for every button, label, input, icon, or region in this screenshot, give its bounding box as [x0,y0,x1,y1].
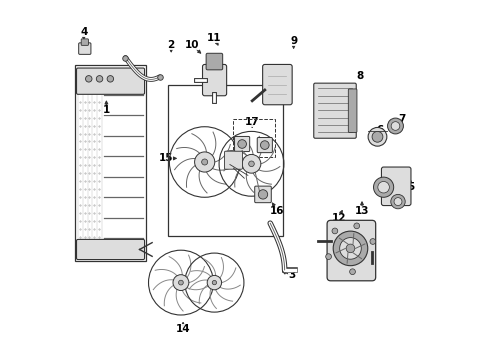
Text: 5: 5 [407,182,414,192]
Circle shape [195,152,215,172]
Circle shape [378,181,390,193]
Text: 1: 1 [103,105,110,115]
Circle shape [370,239,376,244]
FancyBboxPatch shape [76,239,145,260]
FancyBboxPatch shape [206,53,222,70]
FancyBboxPatch shape [257,138,272,153]
Bar [75,65,146,261]
FancyBboxPatch shape [202,64,227,96]
Text: 11: 11 [207,33,221,43]
Circle shape [391,122,400,130]
Text: 15: 15 [159,153,173,163]
Text: 14: 14 [176,324,191,334]
Circle shape [202,159,208,165]
Circle shape [354,223,360,229]
Text: 16: 16 [270,206,285,216]
Circle shape [238,140,246,148]
Circle shape [258,190,268,199]
FancyBboxPatch shape [327,220,376,281]
Text: 10: 10 [184,40,199,50]
Bar [233,119,275,157]
FancyBboxPatch shape [235,136,250,152]
Text: 6: 6 [376,125,384,135]
Text: 8: 8 [357,71,364,81]
FancyBboxPatch shape [381,167,411,206]
Circle shape [372,131,383,142]
FancyBboxPatch shape [263,64,292,105]
Circle shape [212,280,217,285]
Circle shape [97,76,103,82]
Text: 13: 13 [355,206,369,216]
Circle shape [394,198,402,206]
Circle shape [207,275,221,290]
FancyBboxPatch shape [348,89,357,132]
Circle shape [388,118,403,134]
Circle shape [242,154,261,173]
Circle shape [391,194,405,209]
Circle shape [346,244,355,253]
Text: 17: 17 [245,117,260,127]
FancyBboxPatch shape [224,151,243,169]
FancyBboxPatch shape [81,39,88,45]
Circle shape [340,238,361,259]
Text: 7: 7 [398,114,405,124]
Circle shape [326,254,331,260]
Circle shape [350,269,355,275]
Text: 4: 4 [80,27,87,37]
Text: 2: 2 [168,40,175,50]
Circle shape [368,127,387,146]
Text: 3: 3 [288,270,295,280]
FancyBboxPatch shape [314,83,356,138]
Circle shape [173,275,189,291]
Circle shape [333,231,368,266]
Circle shape [107,76,114,82]
Circle shape [261,141,269,149]
Bar [168,85,283,236]
Text: 12: 12 [331,213,346,223]
Circle shape [86,76,92,82]
Text: 9: 9 [290,36,297,46]
FancyBboxPatch shape [79,43,91,54]
Circle shape [248,161,254,167]
FancyBboxPatch shape [76,68,145,94]
FancyBboxPatch shape [255,186,271,203]
Circle shape [373,177,393,197]
Circle shape [332,228,338,234]
Circle shape [178,280,183,285]
